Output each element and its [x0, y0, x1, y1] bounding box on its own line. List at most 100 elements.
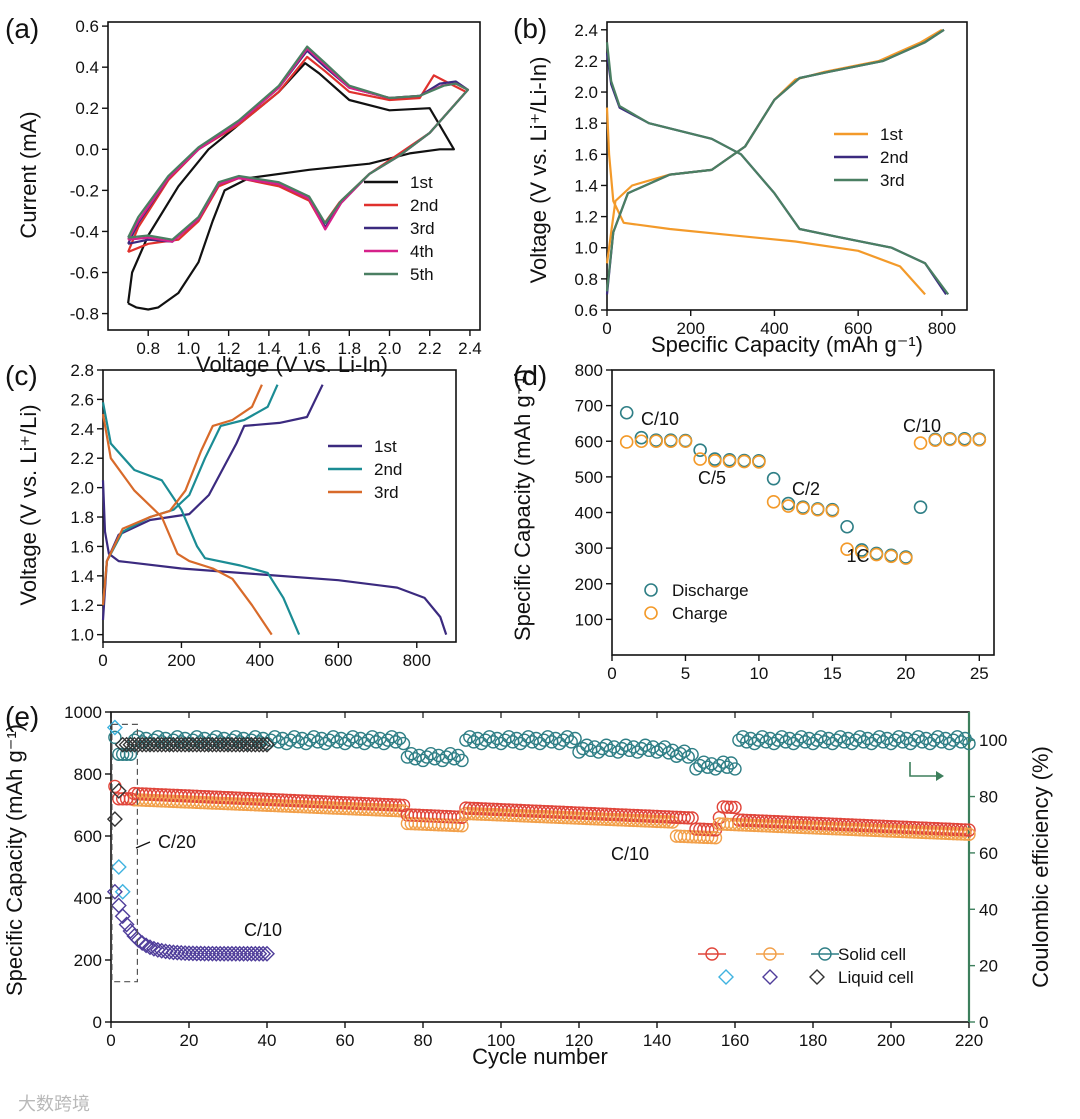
- x-axis-title: Cycle number: [472, 1044, 608, 1069]
- liquid-ce-point: [192, 736, 209, 753]
- solid-ce-point: [572, 745, 586, 759]
- solid-charge-point: [701, 830, 715, 845]
- solid-ce-point: [728, 762, 742, 776]
- liquid-ce-point: [181, 736, 197, 753]
- solid-ce-point: [712, 758, 727, 773]
- solid-ce-point: [868, 733, 883, 747]
- legend-marker: [644, 583, 658, 597]
- liquid-charge-point: [173, 944, 190, 961]
- data-point: [766, 471, 781, 486]
- series-line: [127, 62, 455, 311]
- solid-discharge-point: [954, 823, 968, 837]
- y-tick-label: 300: [575, 539, 603, 558]
- legend-label: 2nd: [374, 460, 402, 479]
- liquid-ce-point: [200, 736, 217, 753]
- liquid-discharge-point: [114, 883, 131, 900]
- legend-label: Liquid cell: [838, 968, 914, 987]
- liquid-charge-point: [243, 945, 260, 962]
- plot-layer: (a) 0.8 1.0 1.2 1.4 1.6 1.8 2.0 2.2 2.4 0.6 0.4 0.2 0…: [2, 13, 1053, 1069]
- legend-label: 1st: [410, 173, 433, 192]
- x-tick-label: 2.4: [458, 339, 482, 358]
- legend-label: Discharge: [672, 581, 749, 600]
- y2-tick-label: 40: [979, 900, 998, 919]
- y-tick-label: -0.8: [70, 305, 99, 324]
- y-tick-label: 1.8: [574, 114, 598, 133]
- liquid-ce-point: [243, 736, 260, 753]
- solid-ce-point: [322, 733, 337, 747]
- liquid-ce-point: [235, 736, 252, 753]
- solid-ce-point: [685, 747, 699, 762]
- x-tick-label: 200: [877, 1031, 905, 1050]
- solid-ce-point: [673, 747, 688, 761]
- liquid-ce-point: [216, 736, 233, 753]
- x-tick-label: 0: [602, 319, 611, 338]
- y-tick-label: 0.0: [75, 140, 99, 159]
- panel-e: (e)0 20 40 60 80 100 120 140 160 180 200 2201000800…: [2, 701, 1053, 1069]
- liquid-charge-point: [106, 883, 123, 900]
- data-point: [781, 499, 796, 513]
- ce-axis-arrowhead: [936, 771, 944, 781]
- series-line: [101, 384, 279, 606]
- solid-charge-point: [447, 818, 461, 833]
- legend-label: 2nd: [410, 196, 438, 215]
- liquid-ce-point: [145, 736, 162, 753]
- liquid-ce-point: [106, 811, 123, 828]
- y-tick-label: -0.4: [70, 222, 99, 241]
- solid-ce-point: [342, 733, 356, 747]
- data-point: [854, 544, 869, 559]
- legend-label: Charge: [672, 604, 728, 623]
- solid-ce-point: [420, 750, 434, 764]
- x-tick-label: 200: [167, 651, 195, 670]
- solid-ce-point: [720, 760, 734, 774]
- y-tick-label: -0.6: [70, 264, 99, 283]
- solid-ce-point: [927, 733, 941, 747]
- solid-ce-point: [478, 733, 493, 747]
- liquid-ce-point: [251, 736, 268, 753]
- data-point: [928, 433, 943, 447]
- solid-ce-point: [946, 733, 961, 747]
- solid-charge-point: [958, 827, 972, 841]
- x-tick-label: 800: [403, 651, 431, 670]
- data-point: [899, 551, 913, 565]
- y-axis-title: Specific Capacity (mAh g⁻¹): [2, 724, 27, 996]
- y-tick-label: 0.4: [75, 58, 99, 77]
- x-tick-label: 0: [98, 651, 107, 670]
- rate-annotation: C/10: [903, 416, 941, 436]
- solid-charge-point: [704, 830, 719, 845]
- solid-ce-point: [396, 736, 411, 751]
- y2-axis-title: Coulombic efficiency (%): [1028, 746, 1053, 988]
- y-axis-title: Voltage (V vs. Li⁺/Li-In): [526, 57, 551, 284]
- liquid-charge-point: [177, 945, 194, 962]
- data-point: [869, 547, 884, 562]
- x-tick-label: 800: [928, 319, 956, 338]
- solid-charge-point: [451, 818, 465, 833]
- solid-ce-point: [447, 752, 461, 766]
- data-point: [634, 434, 649, 449]
- data-point: [766, 495, 781, 509]
- series-line: [605, 107, 926, 296]
- liquid-charge-point: [200, 945, 217, 962]
- plot-frame: [102, 369, 457, 643]
- liquid-ce-point: [130, 736, 147, 753]
- x-tick-label: 25: [970, 664, 989, 683]
- y2-tick-label: 80: [979, 788, 998, 807]
- legend-label: 4th: [410, 242, 434, 261]
- legend-label: Solid cell: [838, 945, 906, 964]
- series-line: [101, 402, 301, 636]
- legend-marker: [644, 606, 658, 620]
- solid-ce-point: [459, 733, 473, 747]
- solid-ce-point: [849, 733, 863, 747]
- x-tick-label: 5: [681, 664, 690, 683]
- rate-annotation: C/5: [698, 468, 726, 488]
- solid-ce-point: [790, 733, 805, 747]
- y-tick-label: 0.2: [75, 99, 99, 118]
- solid-ce-point: [389, 735, 403, 749]
- liquid-charge-point: [239, 945, 256, 962]
- liquid-ce-point: [188, 736, 205, 753]
- liquid-ce-point: [212, 736, 229, 753]
- series-line: [605, 28, 945, 292]
- data-point: [884, 549, 898, 564]
- liquid-charge-point: [192, 945, 209, 962]
- c20-region-box: [111, 723, 139, 983]
- liquid-ce-point: [169, 736, 186, 753]
